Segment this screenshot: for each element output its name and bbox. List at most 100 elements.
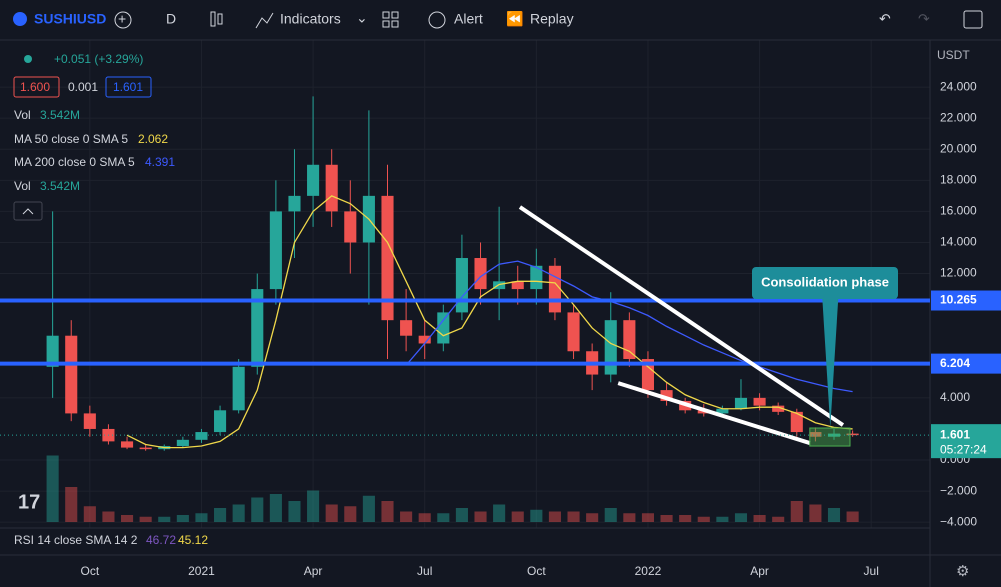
candle-body <box>344 211 357 243</box>
y-tick-label: 22.000 <box>940 110 977 124</box>
last-price-label: 1.601 <box>940 427 970 441</box>
ma50-label: MA 50 close 0 SMA 5 <box>14 132 128 146</box>
candle-body <box>641 359 655 391</box>
symbol[interactable]: SUSHIUSD <box>34 11 106 27</box>
volume-bar <box>232 504 245 522</box>
candle-body <box>83 413 96 429</box>
spread: 0.001 <box>68 80 98 94</box>
ma200-value: 4.391 <box>145 155 175 169</box>
x-tick-label: Apr <box>750 564 769 578</box>
indicators-icon <box>255 12 274 29</box>
volume-bar <box>734 513 748 522</box>
layout-icon[interactable] <box>382 11 390 19</box>
volume-bar <box>716 516 729 522</box>
volume-bar <box>827 508 841 522</box>
redo[interactable]: ↷ <box>918 11 930 27</box>
volume-bar <box>325 504 338 522</box>
x-tick-label: 2022 <box>635 564 662 578</box>
candle-body <box>716 408 729 414</box>
x-tick-label: Jul <box>864 564 879 578</box>
volume-bar <box>418 513 431 522</box>
candle-body <box>604 320 617 375</box>
candle-body <box>381 195 394 321</box>
volume-bar <box>530 509 543 522</box>
ma-line <box>405 260 853 393</box>
candle-body <box>790 411 803 433</box>
collapse-button[interactable] <box>13 201 43 221</box>
undo[interactable]: ↶ <box>879 11 891 27</box>
candle-body <box>623 320 636 360</box>
alert[interactable]: Alert <box>454 11 483 27</box>
compare-button[interactable] <box>114 11 132 29</box>
candle-body <box>827 433 841 437</box>
volume-bar <box>176 515 189 522</box>
volume-bar <box>809 504 822 522</box>
x-tick-label: 2021 <box>188 564 215 578</box>
callout-text: Consolidation phase <box>761 274 889 289</box>
last-price-tag <box>931 424 1001 459</box>
volume-bar <box>548 511 561 522</box>
y-tick-label: −4.000 <box>940 514 977 528</box>
trendline <box>617 381 811 445</box>
volume-bar <box>660 515 673 522</box>
plot: Consolidation phase <box>0 96 930 522</box>
candle-body <box>176 439 189 447</box>
volume-bar <box>214 508 227 522</box>
indicators[interactable]: Indicators <box>280 11 341 27</box>
candle-body <box>772 405 785 412</box>
volume-bar <box>344 506 357 522</box>
y-tick-label: 18.000 <box>940 172 977 186</box>
candle-body <box>214 410 227 433</box>
x-tick-label: Oct <box>527 564 546 578</box>
volume-bar <box>381 501 394 522</box>
settings[interactable]: ⚙ <box>956 563 969 580</box>
rsi-value: 46.72 <box>146 533 176 547</box>
candle-body <box>139 447 152 450</box>
ma200-label: MA 200 close 0 SMA 5 <box>14 155 135 169</box>
candle-body <box>418 335 431 344</box>
bid-box[interactable] <box>13 76 60 98</box>
candle-body <box>269 211 282 290</box>
fullscreen[interactable] <box>963 10 983 29</box>
volume-bar <box>604 508 617 522</box>
candle-body <box>437 312 450 344</box>
volume-bar <box>567 511 580 522</box>
volume-bar <box>474 511 487 522</box>
volume-bar <box>772 516 785 522</box>
vol2-value: 3.542M <box>40 179 80 193</box>
bid: 1.600 <box>20 80 50 94</box>
change: +0.051 (+3.29%) <box>54 52 143 66</box>
ask-box[interactable] <box>105 76 152 98</box>
layout-icon <box>382 20 390 28</box>
volume-bar <box>158 516 171 522</box>
ma-line <box>126 195 853 449</box>
volume-bar <box>269 494 282 522</box>
vol-label: Vol <box>14 108 31 122</box>
candle-body <box>530 265 543 290</box>
volume-bar <box>251 497 264 522</box>
volume-bar <box>437 513 450 522</box>
volume-bar <box>120 515 134 522</box>
chevron[interactable]: ⌄ <box>356 10 368 26</box>
vol2-label: Vol <box>14 179 31 193</box>
volume-bar <box>493 504 506 522</box>
level-tag <box>931 353 1001 374</box>
countdown: 05:27:24 <box>940 442 987 456</box>
volume-bar <box>753 515 766 522</box>
candle-body <box>511 281 524 290</box>
candle-body <box>195 432 208 440</box>
grid <box>0 40 930 528</box>
volume-bar <box>83 506 96 522</box>
interval[interactable]: D <box>166 11 176 27</box>
volume-bar <box>139 516 152 522</box>
replay[interactable]: Replay <box>530 11 574 27</box>
y-tick-label: −2.000 <box>940 483 977 497</box>
trendline <box>518 205 845 427</box>
y-tick-label: 24.000 <box>940 79 977 93</box>
candle-body <box>809 432 822 437</box>
candle-icon[interactable] <box>210 11 216 27</box>
candle-body <box>455 258 468 313</box>
volume-bar <box>46 455 59 522</box>
level-tag <box>931 290 1001 311</box>
layout-icon <box>391 11 399 19</box>
